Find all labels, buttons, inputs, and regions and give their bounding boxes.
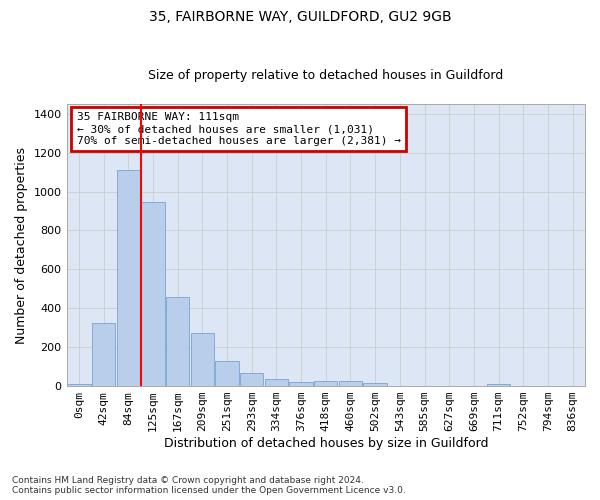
Bar [191,332,214,386]
Bar [265,378,288,386]
Y-axis label: Number of detached properties: Number of detached properties [15,146,28,344]
Bar [141,202,164,386]
Bar [487,384,511,386]
Text: 35, FAIRBORNE WAY, GUILDFORD, GU2 9GB: 35, FAIRBORNE WAY, GUILDFORD, GU2 9GB [149,10,451,24]
Bar [215,361,239,386]
Title: Size of property relative to detached houses in Guildford: Size of property relative to detached ho… [148,69,503,82]
Text: 35 FAIRBORNE WAY: 111sqm
← 30% of detached houses are smaller (1,031)
70% of sem: 35 FAIRBORNE WAY: 111sqm ← 30% of detach… [77,112,401,146]
Bar [364,382,387,386]
X-axis label: Distribution of detached houses by size in Guildford: Distribution of detached houses by size … [164,437,488,450]
Bar [314,381,337,386]
Bar [339,381,362,386]
Bar [166,296,190,386]
Bar [92,323,115,386]
Bar [116,170,140,386]
Bar [67,384,91,386]
Bar [240,373,263,386]
Bar [289,382,313,386]
Text: Contains HM Land Registry data © Crown copyright and database right 2024.
Contai: Contains HM Land Registry data © Crown c… [12,476,406,495]
